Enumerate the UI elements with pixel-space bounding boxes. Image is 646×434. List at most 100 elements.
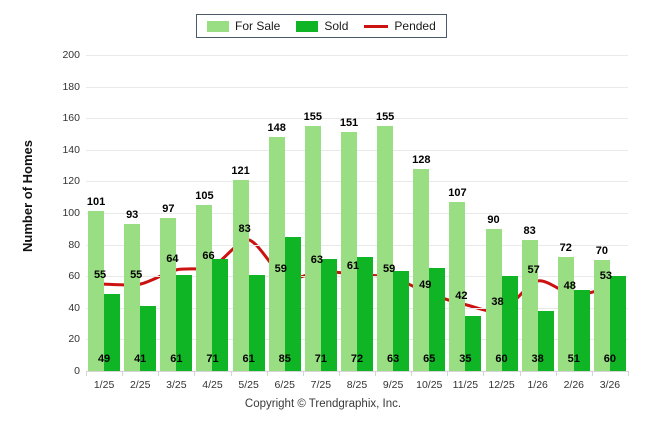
bar-for-sale[interactable] [160,217,177,371]
bar-for-sale[interactable] [196,205,213,371]
x-axis-tick-label: 2/25 [129,379,151,391]
value-label-for-sale: 93 [126,209,139,222]
value-label-for-sale: 151 [339,117,359,130]
x-axis-tick-label: 12/25 [488,379,515,391]
gridline [86,149,628,151]
bar-sold[interactable] [357,257,373,371]
value-label-sold: 71 [206,353,219,365]
bar-for-sale[interactable] [485,228,502,371]
value-label-sold: 35 [459,353,472,365]
bar-for-sale[interactable] [304,126,321,371]
legend-item-label: Sold [324,19,349,33]
value-label-for-sale: 97 [162,202,175,215]
value-label-for-sale: 148 [267,122,286,135]
bar-for-sale[interactable] [268,137,285,371]
y-axis-title: Number of Homes [20,28,35,252]
x-axis-tick [483,371,485,376]
bar-sold[interactable] [140,306,157,371]
bar-sold[interactable] [104,293,121,371]
x-axis-tick [158,371,160,376]
y-axis-title-text: Number of Homes [20,140,35,252]
bar-sold[interactable] [573,290,590,371]
x-axis-tick [194,371,196,376]
bar-sold[interactable] [609,276,626,371]
x-axis-tick [591,371,593,376]
legend-line-marker [364,24,389,28]
value-label-for-sale: 101 [86,196,106,209]
x-axis-tick [447,371,449,376]
value-label-pended: 55 [130,269,143,282]
value-label-pended: 55 [93,269,107,282]
x-axis-tick-label: 2/26 [563,379,585,391]
bar-sold[interactable] [284,236,301,371]
bar-sold[interactable] [393,271,410,371]
x-axis-tick [628,371,629,376]
x-axis-tick [302,371,304,376]
y-axis-tick-label: 80 [68,238,80,251]
value-label-pended: 49 [419,278,432,291]
bar-for-sale[interactable] [377,126,394,371]
value-label-sold: 85 [278,353,291,365]
bar-for-sale[interactable] [232,179,249,371]
plot-area: 0 20 40 60 80 100 120 140 160 180 200 101 49 1/25 93 41… [62,49,629,391]
bar-for-sale[interactable] [557,257,574,371]
bar-sold[interactable] [212,258,229,371]
x-axis-tick [411,371,413,376]
bar-for-sale[interactable] [449,201,466,371]
value-label-for-sale: 155 [303,111,323,124]
bar-for-sale[interactable] [521,239,538,371]
value-label-for-sale: 72 [559,242,572,255]
bar-sold[interactable] [429,268,446,371]
value-label-sold: 61 [242,353,255,365]
x-axis-tick-label: 8/25 [346,379,368,391]
bar-for-sale[interactable] [593,260,610,371]
bar-for-sale[interactable] [124,224,141,371]
gridline [86,244,628,246]
value-label-for-sale: 70 [595,245,609,258]
value-label-sold: 41 [134,353,147,365]
gridline [86,181,628,183]
legend-item-sold[interactable]: Sold [296,19,348,33]
value-label-sold: 63 [387,353,400,365]
value-label-for-sale: 121 [231,164,250,177]
x-axis-tick-label: 11/25 [452,379,479,391]
chart-legend: For Sale Sold Pended [196,14,447,38]
bar-sold[interactable] [501,276,518,371]
legend-color-swatch [207,20,229,32]
x-axis-tick [375,371,377,376]
bar-sold[interactable] [176,274,193,371]
value-label-sold: 38 [531,353,544,365]
x-axis-tick-label: 10/25 [416,379,443,391]
value-label-pended: 66 [202,249,215,262]
bar-sold[interactable] [537,310,554,371]
y-axis-tick-label: 100 [62,207,80,219]
value-label-pended: 48 [563,280,576,293]
gridline [86,118,628,120]
bar-sold[interactable] [320,258,337,371]
bar-sold[interactable] [465,315,482,371]
bar-for-sale[interactable] [88,211,105,371]
value-label-pended: 57 [527,263,540,276]
x-axis-tick-label: 9/25 [382,379,404,391]
legend-color-swatch [296,20,319,32]
bar-for-sale[interactable] [413,168,430,371]
value-label-sold: 71 [314,353,327,365]
value-label-pended: 63 [310,254,323,267]
x-axis-tick-label: 4/25 [202,379,223,391]
copyright-footer: Copyright © Trendgraphix, Inc. [244,398,402,410]
bar-for-sale[interactable] [341,132,357,371]
bar-sold[interactable] [248,274,265,371]
legend-item-for-sale[interactable]: For Sale [207,19,280,33]
legend-item-pended[interactable]: Pended [364,19,436,33]
x-axis-tick [230,371,232,376]
value-label-for-sale: 90 [487,213,500,226]
legend-item-label: Pended [394,19,436,33]
x-axis-tick-label: 3/26 [599,379,621,391]
y-axis-tick-label: 200 [62,49,80,61]
y-axis-tick-label: 40 [68,301,80,314]
value-label-sold: 51 [567,353,580,365]
value-label-sold: 60 [603,353,617,365]
y-axis-tick-label: 0 [74,365,80,377]
x-axis-tick [266,371,268,376]
